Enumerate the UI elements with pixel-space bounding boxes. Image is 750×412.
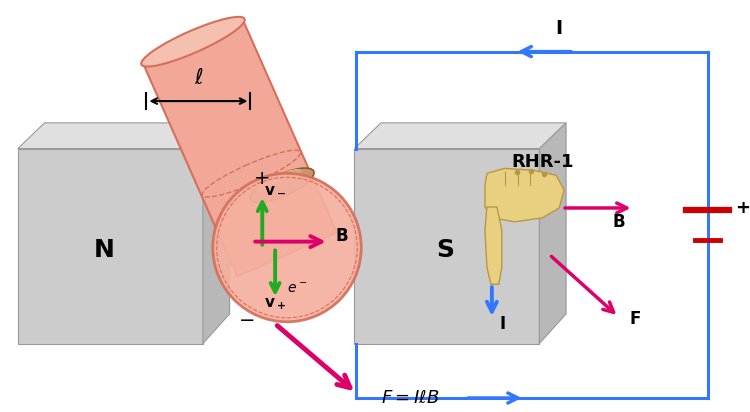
Polygon shape: [203, 123, 229, 344]
Polygon shape: [354, 149, 539, 344]
Text: $F = I\ell B$: $F = I\ell B$: [382, 389, 440, 407]
Polygon shape: [539, 123, 566, 344]
Text: ℓ: ℓ: [194, 68, 202, 88]
Text: F: F: [630, 310, 641, 328]
Polygon shape: [18, 149, 203, 344]
Text: N: N: [94, 238, 114, 262]
Text: B: B: [612, 213, 625, 231]
Ellipse shape: [213, 173, 362, 322]
Text: +: +: [735, 199, 750, 217]
Text: $\mathbf{v_+}$: $\mathbf{v_+}$: [264, 296, 286, 312]
Polygon shape: [485, 169, 564, 222]
Ellipse shape: [250, 168, 314, 202]
Ellipse shape: [141, 17, 244, 67]
Polygon shape: [143, 20, 337, 276]
Text: −: −: [239, 311, 256, 330]
Text: RHR-1: RHR-1: [511, 152, 574, 171]
Polygon shape: [18, 123, 229, 149]
Text: I: I: [500, 315, 506, 333]
Text: $\mathbf{B}$: $\mathbf{B}$: [334, 227, 348, 245]
Ellipse shape: [256, 169, 302, 192]
Polygon shape: [485, 207, 502, 284]
Text: $\mathbf{v_-}$: $\mathbf{v_-}$: [264, 181, 286, 196]
Text: S: S: [436, 238, 454, 262]
Polygon shape: [354, 123, 566, 149]
Text: I: I: [556, 19, 562, 38]
Text: $e^-$: $e^-$: [286, 282, 307, 296]
Text: +: +: [254, 169, 271, 188]
